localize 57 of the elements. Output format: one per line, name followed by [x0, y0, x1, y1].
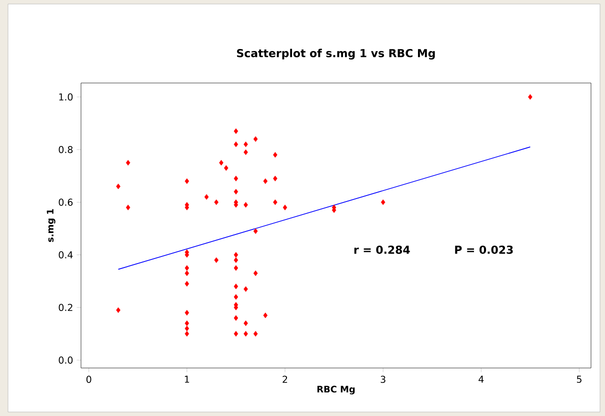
point — [234, 128, 238, 134]
point — [273, 152, 278, 158]
y-tick-label: 0.0 — [58, 356, 73, 364]
point — [224, 165, 228, 171]
point — [244, 286, 248, 292]
x-tick-label: 3 — [380, 376, 386, 383]
annotation: P = 0.023 — [455, 246, 513, 254]
point — [282, 204, 288, 210]
point — [184, 320, 190, 326]
point — [204, 194, 209, 200]
point — [273, 176, 278, 182]
point — [184, 280, 190, 287]
x-tick-label: 0 — [86, 376, 92, 383]
point — [234, 176, 238, 182]
point — [234, 315, 238, 321]
point — [116, 307, 120, 313]
point — [234, 142, 238, 148]
x-tick-label: 2 — [282, 376, 288, 383]
chart-title: Scatterplot of s.mg 1 vs RBC Mg — [237, 48, 435, 60]
point — [234, 252, 238, 258]
point — [244, 202, 248, 208]
point — [184, 265, 190, 271]
point — [253, 270, 258, 276]
point — [126, 160, 130, 166]
point — [116, 184, 120, 190]
point — [184, 310, 190, 316]
point — [214, 257, 218, 263]
point — [234, 257, 238, 263]
y-tick-label: 0.8 — [58, 146, 73, 154]
point — [253, 136, 258, 142]
point — [253, 330, 258, 337]
point — [528, 94, 532, 100]
point — [263, 178, 268, 184]
point — [234, 188, 238, 194]
y-tick-label: 0.6 — [58, 198, 73, 206]
x-axis-title: RBC Mg — [317, 386, 355, 394]
x-tick-label: 4 — [478, 376, 484, 383]
point — [184, 270, 190, 276]
y-tick-label: 1.0 — [59, 93, 73, 101]
y-tick-label: 0.4 — [58, 251, 73, 258]
x-tick-label: 5 — [576, 376, 582, 383]
point — [234, 294, 238, 300]
y-axis-title: s.mg 1 — [46, 209, 56, 242]
point — [263, 312, 268, 318]
point — [184, 178, 190, 184]
point — [253, 228, 258, 234]
x-tick-label: 1 — [184, 376, 190, 383]
point — [234, 265, 238, 271]
annotation: r = 0.284 — [354, 246, 410, 254]
point — [244, 142, 248, 148]
point — [184, 330, 190, 337]
point — [234, 330, 238, 337]
point — [126, 204, 130, 210]
point — [234, 284, 238, 290]
y-tick-label: 0.2 — [58, 304, 72, 312]
point — [380, 199, 386, 206]
point — [184, 326, 190, 332]
